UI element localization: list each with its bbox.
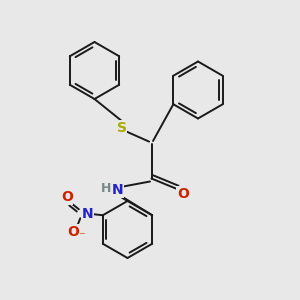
Text: H: H	[101, 182, 111, 196]
Text: ⁻: ⁻	[78, 230, 85, 243]
Text: O: O	[61, 190, 73, 204]
Text: S: S	[116, 121, 127, 134]
Text: O: O	[177, 187, 189, 200]
Text: N: N	[112, 184, 124, 197]
Text: N: N	[82, 207, 94, 221]
Text: O: O	[67, 225, 79, 239]
